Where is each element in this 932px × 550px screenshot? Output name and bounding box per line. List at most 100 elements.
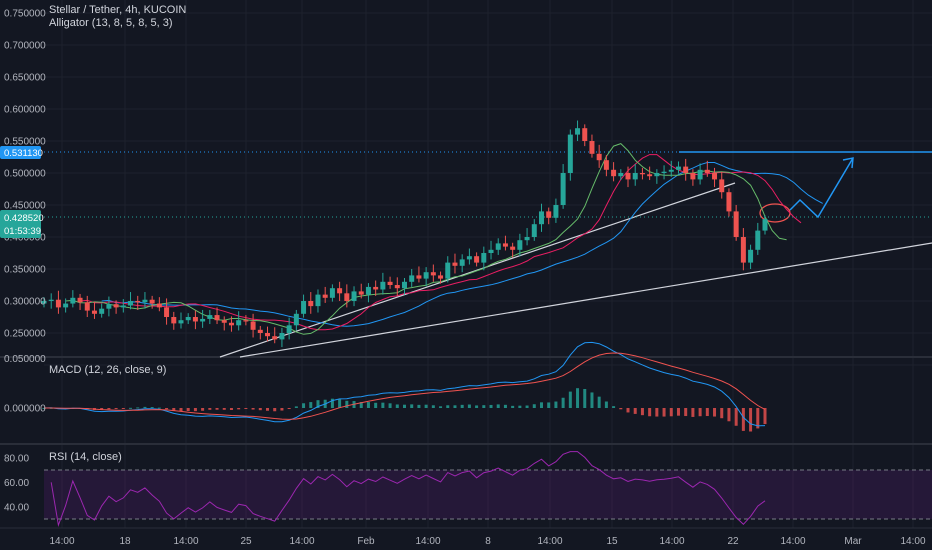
candle-body — [394, 285, 400, 289]
candle-body — [156, 303, 162, 308]
rsi-legend[interactable]: RSI (14, close) — [49, 451, 122, 463]
macd-bar — [633, 408, 637, 414]
macd-bar — [165, 408, 169, 410]
candle-body — [315, 294, 321, 307]
candle-body — [582, 128, 588, 141]
candle-body — [120, 305, 126, 308]
macd-bar — [626, 408, 630, 413]
macd-bar — [244, 408, 248, 409]
candle-body — [178, 320, 184, 324]
candle-body — [459, 259, 465, 266]
candle-body — [618, 173, 624, 177]
macd-bar — [129, 407, 133, 409]
macd-tick-label: 0.000000 — [4, 404, 46, 415]
macd-bar — [424, 404, 428, 408]
macd-bar — [698, 408, 702, 417]
candle-body — [192, 317, 198, 322]
time-axis[interactable]: 14:00 18 14:00 25 14:00 Feb 14:00 8 14:00 15 14:00… — [49, 536, 925, 547]
macd-bar — [734, 408, 738, 426]
candle-body — [733, 211, 739, 237]
candle-body — [639, 173, 645, 175]
candle-body — [567, 134, 573, 173]
macd-bar — [222, 408, 226, 410]
macd-legend[interactable]: MACD (12, 26, close, 9) — [49, 364, 166, 376]
candle-body — [41, 301, 47, 304]
macd-bar — [720, 408, 724, 419]
macd-bar — [496, 404, 500, 408]
macd-bar — [554, 401, 558, 408]
rsi-tick-label: 40.00 — [4, 502, 29, 513]
time-tick-label: 15 — [606, 536, 618, 547]
candle-body — [257, 329, 263, 333]
time-tick-label: 22 — [727, 536, 739, 547]
candle-body — [510, 246, 516, 250]
candle-body — [524, 237, 530, 241]
candle-body — [402, 281, 407, 289]
alligator-legend[interactable]: Alligator (13, 8, 5, 8, 5, 3) — [49, 17, 173, 29]
price-tick-label: 0.350000 — [4, 265, 46, 276]
macd-bar — [359, 402, 363, 408]
macd-bar — [640, 408, 644, 416]
alligator-teeth-line — [79, 154, 802, 331]
candle-body — [337, 288, 343, 294]
macd-bar — [179, 408, 183, 412]
candle-body — [91, 310, 97, 314]
macd-bar — [561, 397, 565, 408]
candle-body — [553, 205, 559, 218]
macd-bar — [251, 408, 255, 410]
candle-body — [200, 318, 206, 322]
candle-body — [329, 288, 335, 298]
candles — [41, 120, 768, 348]
macd-bar — [612, 406, 616, 408]
candle-body — [365, 286, 371, 295]
grid — [44, 0, 932, 528]
price-tick-label: 0.250000 — [4, 329, 46, 340]
macd-bar — [338, 399, 342, 408]
projection-arrow-head — [842, 157, 854, 169]
macd-bar — [604, 401, 608, 408]
countdown-timer: 01:53:39 — [4, 226, 41, 237]
candle-body — [279, 333, 285, 340]
macd-bar — [417, 404, 421, 408]
rsi-band — [44, 470, 932, 519]
candle-body — [358, 291, 364, 295]
candle-body — [632, 173, 638, 180]
candle-body — [416, 275, 422, 279]
symbol-title[interactable]: Stellar / Tether, 4h, KUCOIN — [49, 4, 186, 16]
candle-body — [575, 128, 581, 135]
projection-path[interactable] — [789, 157, 854, 219]
time-tick-label: 18 — [119, 536, 131, 547]
macd-bar — [150, 407, 154, 409]
trendline-long[interactable] — [239, 242, 932, 358]
candle-body — [106, 304, 112, 309]
macd-bar — [287, 408, 291, 409]
candle-body — [625, 173, 631, 180]
price-tick-label: 0.750000 — [4, 9, 46, 20]
macd-bar — [186, 408, 190, 412]
macd-bar — [669, 408, 673, 417]
macd-bar — [258, 408, 262, 411]
candle-body — [445, 262, 451, 279]
macd-line — [43, 341, 766, 427]
candle-body — [142, 299, 148, 303]
macd-bar — [489, 404, 493, 408]
rsi-axis[interactable]: 80.00 60.00 40.00 — [4, 453, 29, 513]
candle-body — [611, 169, 617, 177]
candle-body — [748, 249, 754, 263]
macd-bar — [193, 408, 197, 412]
macd-bar — [229, 408, 233, 411]
candle-body — [704, 169, 710, 173]
trendline-steep[interactable] — [219, 182, 736, 358]
time-tick-label: 14:00 — [289, 536, 314, 547]
candle-body — [344, 293, 350, 301]
macd-bar — [410, 404, 414, 408]
candle-body — [675, 166, 681, 170]
candle-body — [668, 169, 674, 172]
macd-bar — [597, 396, 601, 408]
candle-body — [719, 179, 725, 193]
macd-bar — [684, 408, 688, 417]
macd-axis[interactable]: 0.050000 0.000000 — [4, 354, 46, 415]
candle-body — [63, 303, 69, 308]
candle-body — [308, 301, 314, 307]
